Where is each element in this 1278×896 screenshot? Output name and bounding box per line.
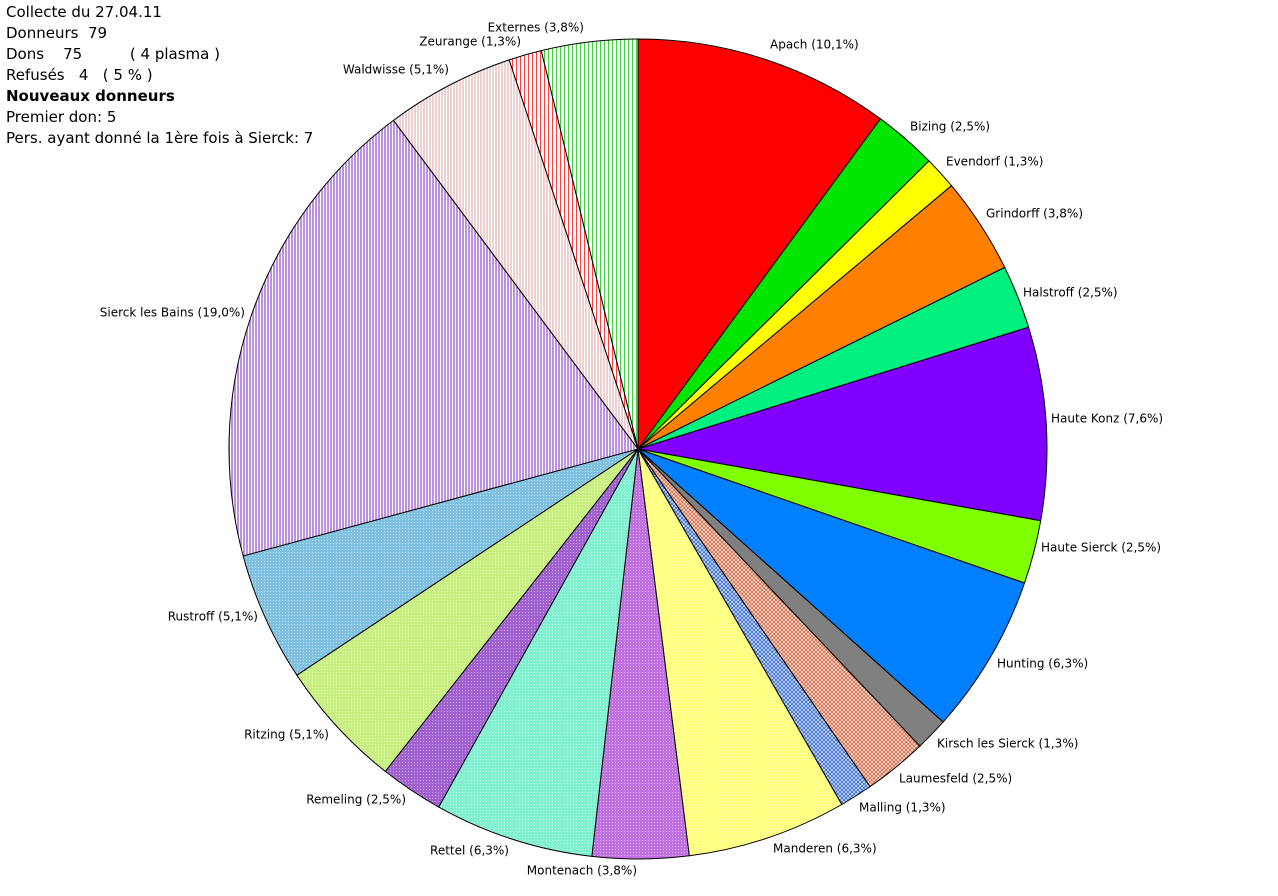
slice-label: Ritzing (5,1%) [244, 728, 329, 742]
refused-count: Refusés 4 ( 5 % ) [6, 66, 153, 84]
slice-label: Externes (3,8%) [488, 21, 584, 35]
pie-slice [637, 326, 1048, 522]
pie-slices [228, 38, 1048, 860]
pie-slice [228, 119, 639, 557]
pie-slice [438, 448, 639, 857]
pie-slice [540, 38, 639, 450]
slice-label: Rettel (6,3%) [430, 844, 509, 858]
slice-label: Grindorff (3,8%) [986, 207, 1083, 221]
first-donation-count: Premier don: 5 [6, 108, 117, 126]
new-donors-heading: Nouveaux donneurs [6, 87, 175, 105]
slice-label: Montenach (3,8%) [527, 864, 637, 878]
slice-label: Bizing (2,5%) [910, 120, 990, 134]
slice-label: Apach (10,1%) [770, 38, 859, 52]
collection-info: Collecte du 27.04.11 Donneurs 79 Dons 75… [6, 2, 313, 149]
slice-label: Manderen (6,3%) [773, 842, 877, 856]
slice-label: Sierck les Bains (19,0%) [100, 306, 245, 320]
slice-label: Haute Sierck (2,5%) [1041, 541, 1161, 555]
first-time-sierck-count: Pers. ayant donné la 1ère fois à Sierck:… [6, 129, 314, 147]
slice-label: Rustroff (5,1%) [168, 610, 258, 624]
pie-slice [637, 448, 843, 857]
pie-labels: Apach (10,1%) Bizing (2,5%) Evendorf (1,3%… [100, 21, 1163, 878]
slice-label: Remeling (2,5%) [306, 793, 406, 807]
slice-label: Waldwisse (5,1%) [343, 63, 449, 77]
slice-label: Evendorf (1,3%) [946, 155, 1043, 169]
slice-label: Haute Konz (7,6%) [1051, 412, 1163, 426]
pie-slice [637, 448, 1026, 723]
slice-label: Halstroff (2,5%) [1023, 286, 1118, 300]
slice-label: Laumesfeld (2,5%) [899, 772, 1012, 786]
slice-label: Kirsch les Sierck (1,3%) [937, 737, 1078, 751]
donations-count: Dons 75 ( 4 plasma ) [6, 45, 220, 63]
pie-slice [637, 38, 882, 451]
slice-label: Malling (1,3%) [859, 801, 946, 815]
collection-date: Collecte du 27.04.11 [6, 3, 162, 21]
slice-label: Hunting (6,3%) [997, 657, 1088, 671]
slice-label: Zeurange (1,3%) [419, 35, 521, 49]
donors-count: Donneurs 79 [6, 24, 108, 42]
